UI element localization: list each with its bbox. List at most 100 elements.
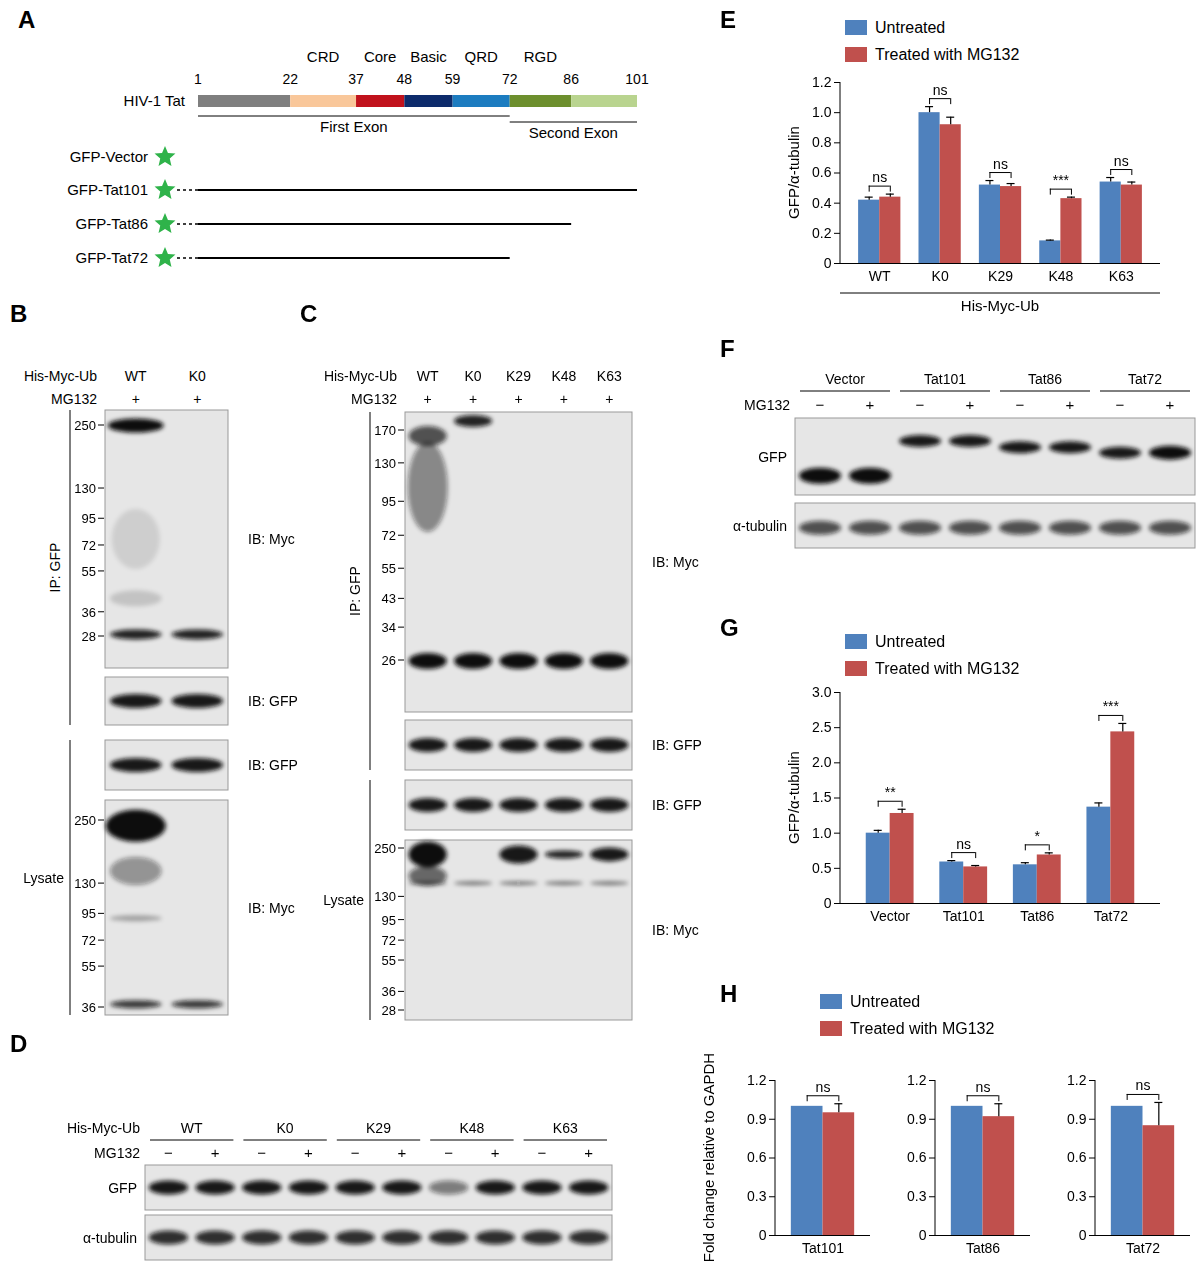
svg-text:ns: ns: [872, 169, 887, 185]
svg-text:ns: ns: [956, 836, 971, 852]
svg-text:WT: WT: [181, 1120, 203, 1136]
svg-text:WT: WT: [869, 268, 891, 284]
svg-text:36: 36: [82, 605, 96, 620]
svg-text:K0: K0: [189, 368, 206, 384]
svg-text:+: +: [605, 391, 613, 407]
svg-text:1.2: 1.2: [747, 1072, 767, 1088]
svg-text:WT: WT: [125, 368, 147, 384]
svg-text:0.3: 0.3: [1067, 1188, 1087, 1204]
svg-text:+: +: [514, 391, 522, 407]
svg-text:*: *: [1035, 828, 1041, 844]
svg-text:Basic: Basic: [410, 48, 447, 65]
svg-text:+: +: [424, 391, 432, 407]
svg-text:***: ***: [1103, 698, 1120, 714]
svg-text:−: −: [916, 396, 925, 413]
svg-text:Tat86: Tat86: [1020, 908, 1054, 924]
svg-text:+: +: [304, 1144, 313, 1161]
svg-text:+: +: [1166, 396, 1175, 413]
svg-text:Tat72: Tat72: [1126, 1240, 1160, 1256]
svg-text:K0: K0: [465, 368, 482, 384]
svg-text:1.0: 1.0: [812, 825, 832, 841]
svg-text:72: 72: [82, 933, 96, 948]
svg-text:K63: K63: [1109, 268, 1134, 284]
svg-text:IP: GFP: IP: GFP: [347, 566, 363, 616]
svg-text:0.2: 0.2: [812, 225, 832, 241]
svg-text:−: −: [444, 1144, 453, 1161]
svg-text:K48: K48: [551, 368, 576, 384]
svg-text:+: +: [584, 1144, 593, 1161]
svg-text:0.4: 0.4: [812, 195, 832, 211]
svg-text:B: B: [10, 300, 27, 327]
svg-text:Tat86: Tat86: [966, 1240, 1000, 1256]
svg-text:+: +: [866, 396, 875, 413]
svg-text:170: 170: [374, 423, 396, 438]
svg-text:55: 55: [382, 953, 396, 968]
svg-text:22: 22: [282, 71, 298, 87]
svg-text:Fold change relative to GAPDH: Fold change relative to GAPDH: [700, 1053, 717, 1262]
svg-text:250: 250: [74, 418, 96, 433]
svg-text:G: G: [720, 614, 739, 641]
svg-text:Lysate: Lysate: [23, 870, 64, 886]
svg-text:D: D: [10, 1030, 27, 1057]
svg-text:0.6: 0.6: [907, 1149, 927, 1165]
svg-text:K63: K63: [553, 1120, 578, 1136]
svg-text:F: F: [720, 335, 735, 362]
svg-text:130: 130: [374, 889, 396, 904]
svg-text:0.9: 0.9: [907, 1111, 927, 1127]
svg-text:+: +: [397, 1144, 406, 1161]
svg-text:0.9: 0.9: [1067, 1111, 1087, 1127]
svg-text:MG132: MG132: [94, 1145, 140, 1161]
svg-text:−: −: [1116, 396, 1125, 413]
svg-text:1.5: 1.5: [812, 789, 832, 805]
svg-text:+: +: [1066, 396, 1075, 413]
svg-text:250: 250: [374, 841, 396, 856]
svg-text:GFP-Tat72: GFP-Tat72: [75, 249, 148, 266]
svg-text:His-Myc-Ub: His-Myc-Ub: [961, 297, 1039, 314]
svg-text:+: +: [193, 391, 201, 407]
svg-text:0: 0: [824, 255, 832, 271]
svg-text:Tat86: Tat86: [1028, 371, 1062, 387]
svg-text:+: +: [560, 391, 568, 407]
svg-text:**: **: [885, 784, 896, 800]
svg-text:3.0: 3.0: [812, 684, 832, 700]
svg-text:ns: ns: [816, 1079, 831, 1095]
svg-text:72: 72: [382, 528, 396, 543]
svg-text:ns: ns: [976, 1079, 991, 1095]
svg-text:0: 0: [759, 1227, 767, 1243]
svg-text:K29: K29: [366, 1120, 391, 1136]
svg-text:ns: ns: [1136, 1077, 1151, 1093]
svg-text:α-tubulin: α-tubulin: [733, 518, 787, 534]
svg-text:72: 72: [82, 538, 96, 553]
svg-text:Tat101: Tat101: [802, 1240, 844, 1256]
svg-text:C: C: [300, 300, 317, 327]
svg-text:+: +: [469, 391, 477, 407]
svg-text:Tat72: Tat72: [1094, 908, 1128, 924]
svg-text:GFP-Tat86: GFP-Tat86: [75, 215, 148, 232]
svg-text:48: 48: [397, 71, 413, 87]
svg-text:GFP/α-tubulin: GFP/α-tubulin: [785, 126, 802, 219]
svg-text:HIV-1 Tat: HIV-1 Tat: [124, 92, 186, 109]
svg-text:130: 130: [74, 481, 96, 496]
svg-text:0.3: 0.3: [907, 1188, 927, 1204]
svg-text:−: −: [538, 1144, 547, 1161]
svg-text:K29: K29: [506, 368, 531, 384]
svg-text:130: 130: [74, 876, 96, 891]
svg-text:2.0: 2.0: [812, 754, 832, 770]
svg-text:0.3: 0.3: [747, 1188, 767, 1204]
svg-text:K48: K48: [459, 1120, 484, 1136]
svg-text:Tat101: Tat101: [924, 371, 966, 387]
svg-text:1.2: 1.2: [1067, 1072, 1087, 1088]
svg-text:1.2: 1.2: [812, 74, 832, 90]
svg-text:95: 95: [382, 913, 396, 928]
svg-text:IB: Myc: IB: Myc: [248, 531, 295, 547]
svg-text:28: 28: [382, 1003, 396, 1018]
svg-text:95: 95: [382, 494, 396, 509]
svg-text:0.6: 0.6: [812, 164, 832, 180]
svg-text:Vector: Vector: [870, 908, 910, 924]
svg-text:55: 55: [382, 561, 396, 576]
svg-text:1: 1: [194, 71, 202, 87]
svg-text:MG132: MG132: [351, 391, 397, 407]
svg-text:130: 130: [374, 456, 396, 471]
svg-text:95: 95: [82, 511, 96, 526]
svg-text:E: E: [720, 6, 736, 33]
